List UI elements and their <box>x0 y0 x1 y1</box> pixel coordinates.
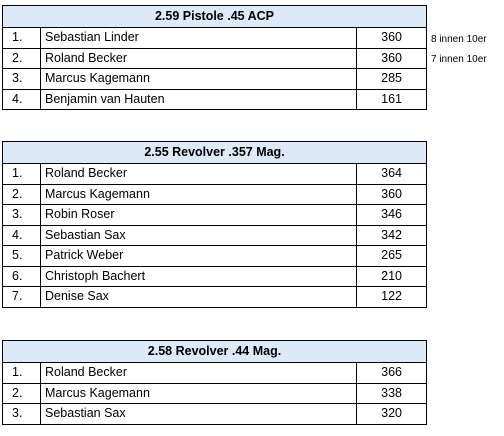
score-cell: 161 <box>355 88 428 110</box>
score-cell: 366 <box>356 362 427 384</box>
table-header-row: 2.59 Pistole .45 ACP <box>2 5 427 28</box>
name-cell: Robin Roser <box>40 204 357 226</box>
rank-cell: 5. <box>2 245 41 267</box>
table-row: 1. Roland Becker 366 <box>2 362 427 384</box>
rank-cell: 6. <box>2 265 41 287</box>
table-row: 4. Benjamin van Hauten 161 <box>2 88 428 110</box>
score-cell: 285 <box>355 68 428 90</box>
rank-cell: 3. <box>2 68 41 90</box>
score-cell: 122 <box>355 286 428 308</box>
rank-cell: 4. <box>2 88 41 110</box>
table-header-row: 2.58 Revolver .44 Mag. <box>2 340 427 363</box>
table-row: 2. Roland Becker 360 <box>2 47 428 69</box>
rank-cell: 4. <box>2 224 41 246</box>
name-cell: Marcus Kagemann <box>40 68 357 90</box>
name-cell: Sebastian Linder <box>40 27 357 49</box>
rank-cell: 1. <box>2 27 41 49</box>
table-row: 5. Patrick Weber 265 <box>2 245 428 267</box>
score-cell: 360 <box>355 47 428 69</box>
table-row: 1. Roland Becker 364 <box>2 163 428 185</box>
table-title: 2.59 Pistole .45 ACP <box>2 5 427 28</box>
rank-cell: 7. <box>2 286 41 308</box>
table-header-row: 2.55 Revolver .357 Mag. <box>2 141 427 164</box>
score-cell: 265 <box>355 245 428 267</box>
table-row: 7. Denise Sax 122 <box>2 286 428 308</box>
tiebreak-note: 7 innen 10er <box>431 54 487 65</box>
name-cell: Roland Becker <box>40 362 357 384</box>
table-title: 2.58 Revolver .44 Mag. <box>2 340 427 363</box>
table-row: 6. Christoph Bachert 210 <box>2 265 428 287</box>
table-row: 3. Sebastian Sax 320 <box>2 403 427 425</box>
score-cell: 364 <box>355 163 428 185</box>
table-row: 1. Sebastian Linder 360 <box>2 27 428 49</box>
name-cell: Marcus Kagemann <box>40 183 357 205</box>
rank-cell: 3. <box>2 204 41 226</box>
rank-cell: 1. <box>2 163 41 185</box>
score-cell: 338 <box>356 382 427 404</box>
score-cell: 346 <box>355 204 428 226</box>
results-table-revolver-357-mag: 2.55 Revolver .357 Mag. 1. Roland Becker… <box>2 141 428 308</box>
rank-cell: 3. <box>2 403 41 425</box>
score-cell: 210 <box>355 265 428 287</box>
table-row: 2. Marcus Kagemann 338 <box>2 382 427 404</box>
results-table-pistole-45-acp: 2.59 Pistole .45 ACP 1. Sebastian Linder… <box>2 5 428 110</box>
name-cell: Patrick Weber <box>40 245 357 267</box>
score-cell: 360 <box>355 183 428 205</box>
rank-cell: 1. <box>2 362 41 384</box>
name-cell: Roland Becker <box>40 163 357 185</box>
rank-cell: 2. <box>2 382 41 404</box>
name-cell: Sebastian Sax <box>40 403 357 425</box>
table-row: 3. Robin Roser 346 <box>2 204 428 226</box>
score-cell: 320 <box>356 403 427 425</box>
name-cell: Roland Becker <box>40 47 357 69</box>
tiebreak-note: 8 innen 10er <box>431 34 487 45</box>
score-cell: 342 <box>355 224 428 246</box>
table-title: 2.55 Revolver .357 Mag. <box>2 141 427 164</box>
name-cell: Marcus Kagemann <box>40 382 357 404</box>
results-table-revolver-44-mag: 2.58 Revolver .44 Mag. 1. Roland Becker … <box>2 340 427 425</box>
table-row: 2. Marcus Kagemann 360 <box>2 183 428 205</box>
table-row: 4. Sebastian Sax 342 <box>2 224 428 246</box>
rank-cell: 2. <box>2 183 41 205</box>
name-cell: Benjamin van Hauten <box>40 88 357 110</box>
name-cell: Sebastian Sax <box>40 224 357 246</box>
table-row: 3. Marcus Kagemann 285 <box>2 68 428 90</box>
rank-cell: 2. <box>2 47 41 69</box>
name-cell: Christoph Bachert <box>40 265 357 287</box>
score-cell: 360 <box>355 27 428 49</box>
name-cell: Denise Sax <box>40 286 357 308</box>
